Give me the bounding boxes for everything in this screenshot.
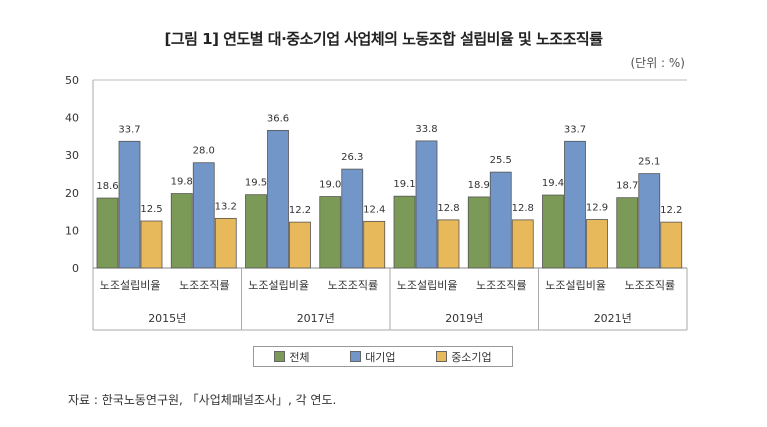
legend-item-total: 전체 <box>274 349 310 365</box>
bar <box>170 193 193 269</box>
data-label: 12.2 <box>660 205 682 216</box>
data-label: 19.1 <box>393 179 415 190</box>
data-label: 19.8 <box>171 177 193 188</box>
bar <box>289 221 311 269</box>
bar <box>393 195 416 269</box>
y-tick-label: 10 <box>65 224 79 237</box>
chart-title: [그림 1] 연도별 대·중소기업 사업체의 노동조합 설립비율 및 노조조직률 <box>164 30 603 48</box>
data-label: 12.8 <box>512 203 534 214</box>
legend-item-large: 대기업 <box>350 349 396 365</box>
legend-swatch <box>436 350 448 362</box>
bar <box>140 220 163 269</box>
bar <box>267 129 289 269</box>
unit-label: (단위 : %) <box>630 56 685 70</box>
bar <box>660 221 683 269</box>
legend-label: 전체 <box>289 350 310 364</box>
bar <box>467 196 490 269</box>
category-label: 노조조직률 <box>179 279 230 292</box>
data-label: 18.9 <box>468 180 490 191</box>
bar <box>542 194 564 269</box>
data-label: 33.7 <box>564 124 586 135</box>
y-tick-label: 0 <box>72 262 79 275</box>
data-label: 25.5 <box>490 155 512 166</box>
bar <box>586 219 608 269</box>
y-tick-label: 40 <box>65 112 79 125</box>
year-label: 2019년 <box>445 312 483 325</box>
legend-label: 중소기업 <box>451 350 492 364</box>
bar <box>415 140 438 269</box>
bar <box>616 197 639 269</box>
bar <box>437 219 460 269</box>
bar <box>319 196 342 269</box>
data-label: 18.6 <box>96 181 118 192</box>
bar <box>638 173 661 269</box>
data-label: 12.5 <box>140 204 162 215</box>
bar <box>96 197 119 269</box>
category-label: 노조설립비율 <box>397 279 458 292</box>
bar-chart: 0 10 20 30 40 50 2015년 2017년 2019년 2021년 노조설립비율 18.… <box>65 74 688 331</box>
data-label: 18.7 <box>616 181 638 192</box>
category-label: 노조설립비율 <box>100 279 161 292</box>
legend: 전체 대기업 중소기업 <box>253 346 513 367</box>
bar <box>341 168 364 269</box>
data-label: 36.6 <box>267 113 289 124</box>
legend-item-sme: 중소기업 <box>436 349 492 365</box>
data-label: 19.4 <box>542 178 564 189</box>
data-label: 19.5 <box>245 178 267 189</box>
bar <box>192 162 215 269</box>
bar <box>489 171 512 269</box>
legend-swatch <box>350 350 362 362</box>
category-label: 노조설립비율 <box>545 279 606 292</box>
source-note: 자료 : 한국노동연구원, 「사업체패널조사」, 각 연도. <box>68 393 337 407</box>
bar <box>118 140 141 269</box>
bar <box>245 194 267 269</box>
y-tick-label: 20 <box>65 187 79 200</box>
data-label: 12.2 <box>289 205 311 216</box>
y-tick-label: 30 <box>65 149 79 162</box>
data-label: 12.4 <box>363 204 385 215</box>
bar <box>363 220 386 269</box>
legend-swatch <box>274 350 286 362</box>
data-label: 33.7 <box>118 124 140 135</box>
year-label: 2017년 <box>297 312 335 325</box>
data-label: 12.9 <box>586 202 608 213</box>
legend-label: 대기업 <box>365 350 396 364</box>
data-label: 33.8 <box>415 124 437 135</box>
data-label: 13.2 <box>215 201 237 212</box>
category-label: 노조설립비율 <box>248 279 309 292</box>
bar <box>564 140 586 269</box>
bar <box>214 217 237 269</box>
data-label: 25.1 <box>638 157 660 168</box>
category-label: 노조조직률 <box>476 279 527 292</box>
year-label: 2015년 <box>148 312 186 325</box>
data-label: 26.3 <box>341 152 363 163</box>
y-tick-label: 50 <box>65 74 79 87</box>
bar <box>511 219 534 269</box>
data-label: 28.0 <box>193 146 215 157</box>
data-label: 12.8 <box>437 203 459 214</box>
year-label: 2021년 <box>594 312 632 325</box>
data-label: 19.0 <box>319 180 341 191</box>
category-label: 노조조직률 <box>328 279 379 292</box>
category-label: 노조조직률 <box>625 279 676 292</box>
